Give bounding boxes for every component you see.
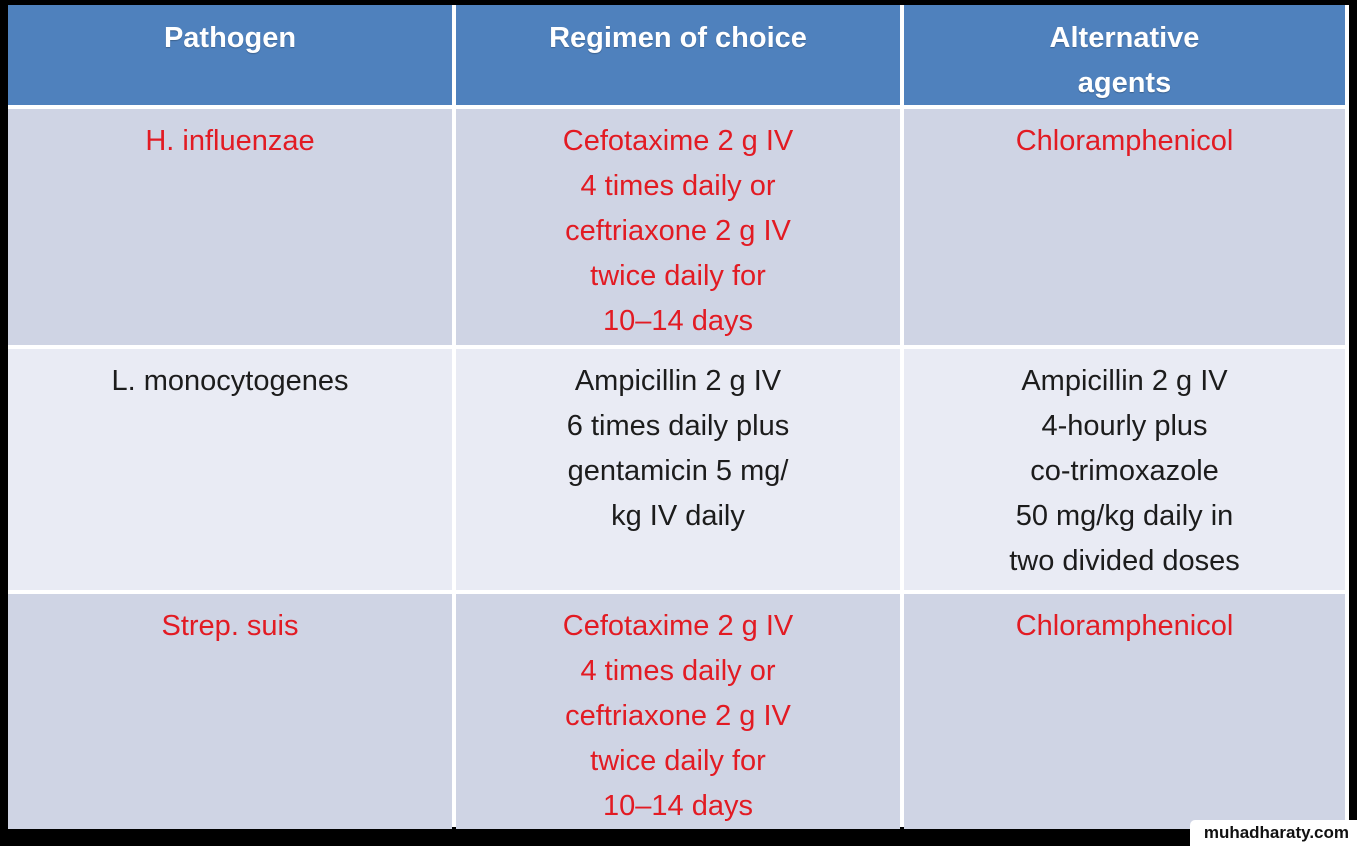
pathogen-cell-row3: Strep. suis <box>8 594 452 829</box>
antibiotic-regimen-table: Pathogen Regimen of choice Alternative a… <box>8 5 1349 829</box>
alternative-cell-row3: Chloramphenicol <box>904 594 1345 829</box>
regimen-cell-row2: Ampicillin 2 g IV 6 times daily plus gen… <box>456 349 900 590</box>
column-header-alternative-agents: Alternative agents <box>904 5 1345 105</box>
column-header-pathogen: Pathogen <box>8 5 452 105</box>
watermark-badge: muhadharaty.com <box>1189 820 1357 846</box>
column-header-regimen-of-choice: Regimen of choice <box>456 5 900 105</box>
alternative-cell-row1: Chloramphenicol <box>904 109 1345 345</box>
regimen-cell-row3: Cefotaxime 2 g IV 4 times daily or ceftr… <box>456 594 900 829</box>
alternative-cell-row2: Ampicillin 2 g IV 4-hourly plus co-trimo… <box>904 349 1345 590</box>
pathogen-cell-row1: H. influenzae <box>8 109 452 345</box>
regimen-cell-row1: Cefotaxime 2 g IV 4 times daily or ceftr… <box>456 109 900 345</box>
pathogen-cell-row2: L. monocytogenes <box>8 349 452 590</box>
